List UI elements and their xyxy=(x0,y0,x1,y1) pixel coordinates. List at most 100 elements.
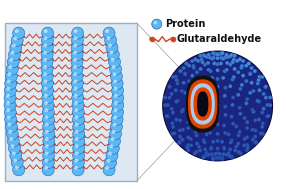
Circle shape xyxy=(189,116,193,120)
Circle shape xyxy=(208,131,212,135)
Circle shape xyxy=(218,152,222,156)
Circle shape xyxy=(7,72,11,76)
Circle shape xyxy=(231,103,235,107)
Circle shape xyxy=(178,141,182,145)
Circle shape xyxy=(212,52,217,56)
Circle shape xyxy=(43,128,55,140)
Circle shape xyxy=(41,49,53,61)
Circle shape xyxy=(203,63,207,67)
Circle shape xyxy=(238,106,242,110)
Circle shape xyxy=(242,143,246,147)
Circle shape xyxy=(213,156,217,160)
Circle shape xyxy=(193,57,197,61)
Polygon shape xyxy=(198,92,208,116)
Circle shape xyxy=(42,164,54,176)
Circle shape xyxy=(251,138,255,142)
Circle shape xyxy=(72,106,84,118)
Circle shape xyxy=(42,27,54,39)
Circle shape xyxy=(237,150,241,154)
Circle shape xyxy=(172,131,176,135)
Circle shape xyxy=(72,27,84,39)
Circle shape xyxy=(71,70,83,82)
Circle shape xyxy=(259,131,263,135)
Circle shape xyxy=(105,29,109,33)
Circle shape xyxy=(210,76,214,80)
Circle shape xyxy=(216,53,220,57)
Circle shape xyxy=(44,101,48,105)
Circle shape xyxy=(186,143,190,147)
Circle shape xyxy=(204,153,208,157)
Circle shape xyxy=(216,62,220,66)
Circle shape xyxy=(170,132,174,136)
Circle shape xyxy=(206,153,210,157)
Circle shape xyxy=(75,144,79,148)
Circle shape xyxy=(200,122,204,126)
Circle shape xyxy=(261,121,265,125)
Circle shape xyxy=(105,157,117,169)
Circle shape xyxy=(9,137,13,141)
Circle shape xyxy=(6,101,10,105)
Circle shape xyxy=(200,95,204,99)
Circle shape xyxy=(231,77,235,81)
Circle shape xyxy=(112,85,124,97)
Circle shape xyxy=(114,94,118,98)
Circle shape xyxy=(43,121,55,133)
Circle shape xyxy=(7,135,19,147)
Circle shape xyxy=(7,123,11,127)
Circle shape xyxy=(174,88,178,92)
Circle shape xyxy=(256,81,260,85)
Circle shape xyxy=(182,66,186,70)
Circle shape xyxy=(232,57,236,61)
Polygon shape xyxy=(191,84,214,124)
Circle shape xyxy=(163,51,273,161)
Circle shape xyxy=(44,108,48,112)
Circle shape xyxy=(108,152,112,155)
Circle shape xyxy=(186,120,190,124)
Circle shape xyxy=(74,101,78,105)
Circle shape xyxy=(41,56,53,68)
Circle shape xyxy=(260,75,264,79)
Circle shape xyxy=(114,87,118,91)
Circle shape xyxy=(73,142,85,154)
Circle shape xyxy=(257,118,261,122)
Circle shape xyxy=(43,44,47,47)
Circle shape xyxy=(239,66,243,70)
Circle shape xyxy=(251,110,255,114)
Circle shape xyxy=(197,145,201,149)
Circle shape xyxy=(245,120,249,124)
Circle shape xyxy=(110,121,122,133)
Circle shape xyxy=(191,83,195,87)
Circle shape xyxy=(45,144,49,148)
Circle shape xyxy=(112,92,124,104)
Circle shape xyxy=(257,88,261,92)
Circle shape xyxy=(217,156,221,160)
Circle shape xyxy=(223,69,227,73)
Circle shape xyxy=(105,166,109,170)
Circle shape xyxy=(45,130,49,134)
Circle shape xyxy=(186,135,190,139)
Circle shape xyxy=(112,123,116,127)
Circle shape xyxy=(180,110,184,114)
Circle shape xyxy=(222,147,226,151)
Circle shape xyxy=(218,52,222,56)
Circle shape xyxy=(71,56,83,68)
Circle shape xyxy=(238,57,242,61)
Circle shape xyxy=(45,123,49,127)
Circle shape xyxy=(216,151,220,155)
Circle shape xyxy=(201,103,205,107)
Circle shape xyxy=(74,94,78,98)
Circle shape xyxy=(210,57,214,61)
Circle shape xyxy=(73,51,77,55)
Circle shape xyxy=(223,113,227,117)
Circle shape xyxy=(72,157,84,169)
Circle shape xyxy=(171,75,175,79)
Circle shape xyxy=(202,53,206,57)
Circle shape xyxy=(216,85,220,89)
Circle shape xyxy=(180,89,184,93)
Circle shape xyxy=(41,85,53,97)
Circle shape xyxy=(229,155,233,159)
Circle shape xyxy=(212,156,216,160)
Circle shape xyxy=(6,108,10,112)
Circle shape xyxy=(75,115,78,119)
Circle shape xyxy=(72,85,84,97)
